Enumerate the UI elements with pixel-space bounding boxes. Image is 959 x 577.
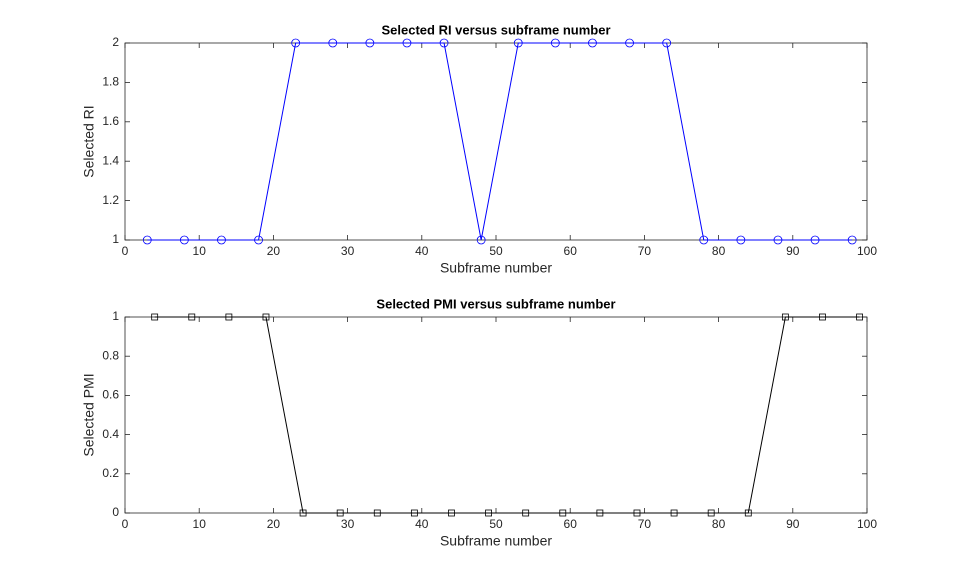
x-axis-label: Subframe number bbox=[440, 533, 552, 549]
data-marker bbox=[856, 313, 863, 321]
data-marker bbox=[625, 38, 634, 48]
x-tick-label: 0 bbox=[122, 517, 129, 531]
y-tick-label: 1 bbox=[112, 232, 119, 246]
data-marker bbox=[588, 38, 597, 48]
data-marker bbox=[188, 313, 196, 321]
x-tick-label: 0 bbox=[122, 244, 129, 258]
data-marker bbox=[513, 38, 523, 48]
x-tick-label: 50 bbox=[489, 517, 503, 531]
data-marker bbox=[633, 509, 641, 517]
axes-box bbox=[124, 316, 868, 514]
data-marker bbox=[550, 38, 560, 48]
y-tick-label: 2 bbox=[112, 35, 119, 49]
data-marker bbox=[670, 509, 678, 517]
data-marker bbox=[522, 509, 530, 517]
y-axis-label: Selected RI bbox=[81, 105, 97, 177]
x-tick-label: 10 bbox=[193, 244, 207, 258]
data-marker bbox=[448, 509, 455, 517]
data-marker bbox=[336, 509, 344, 517]
data-marker bbox=[736, 235, 746, 245]
data-marker bbox=[485, 509, 492, 517]
y-tick-label: 1.4 bbox=[102, 153, 119, 167]
data-marker bbox=[254, 235, 263, 245]
x-tick-label: 40 bbox=[415, 244, 429, 258]
data-marker bbox=[365, 38, 375, 48]
x-tick-label: 60 bbox=[564, 244, 578, 258]
x-tick-label: 50 bbox=[489, 244, 503, 258]
data-marker bbox=[847, 235, 857, 245]
y-tick-label: 0.2 bbox=[102, 466, 119, 480]
data-line bbox=[147, 42, 853, 241]
data-marker bbox=[262, 313, 270, 321]
data-marker bbox=[291, 38, 301, 48]
x-tick-label: 90 bbox=[786, 517, 800, 531]
y-tick-label: 0 bbox=[112, 505, 119, 519]
x-tick-label: 10 bbox=[193, 517, 207, 531]
chart-title: Selected RI versus subframe number bbox=[381, 22, 610, 37]
data-marker bbox=[559, 509, 567, 517]
x-tick-label: 40 bbox=[415, 517, 429, 531]
data-marker bbox=[596, 509, 604, 517]
x-tick-label: 20 bbox=[267, 517, 281, 531]
x-axis-label: Subframe number bbox=[440, 260, 552, 276]
y-axis-label: Selected PMI bbox=[81, 373, 97, 456]
x-tick-label: 80 bbox=[712, 517, 726, 531]
data-marker bbox=[662, 38, 672, 48]
axes-box bbox=[124, 42, 868, 241]
data-marker bbox=[151, 313, 159, 321]
data-marker bbox=[179, 235, 189, 245]
y-tick-label: 1.2 bbox=[102, 193, 119, 207]
y-tick-label: 1.8 bbox=[102, 75, 119, 89]
data-marker bbox=[373, 509, 381, 517]
data-marker bbox=[810, 235, 820, 245]
y-tick-label: 1.6 bbox=[102, 114, 119, 128]
x-tick-label: 80 bbox=[712, 244, 726, 258]
x-tick-label: 70 bbox=[638, 244, 652, 258]
y-tick-label: 0.8 bbox=[102, 348, 119, 362]
data-marker bbox=[773, 235, 783, 245]
data-marker bbox=[217, 235, 226, 245]
x-tick-label: 60 bbox=[564, 517, 578, 531]
data-line bbox=[154, 316, 860, 514]
data-marker bbox=[699, 235, 709, 245]
x-tick-label: 30 bbox=[341, 517, 355, 531]
data-marker bbox=[744, 509, 752, 517]
x-tick-label: 20 bbox=[267, 244, 281, 258]
data-marker bbox=[476, 235, 486, 245]
data-marker bbox=[225, 313, 233, 321]
x-tick-label: 100 bbox=[857, 517, 877, 531]
data-marker bbox=[402, 38, 412, 48]
data-marker bbox=[299, 509, 307, 517]
data-marker bbox=[707, 509, 715, 517]
y-tick-label: 0.6 bbox=[102, 388, 119, 402]
x-tick-label: 100 bbox=[857, 244, 877, 258]
y-tick-label: 0.4 bbox=[102, 427, 119, 441]
data-marker bbox=[819, 313, 826, 321]
x-tick-label: 70 bbox=[638, 517, 652, 531]
x-tick-label: 90 bbox=[786, 244, 800, 258]
y-tick-label: 1 bbox=[112, 309, 119, 323]
data-marker bbox=[439, 38, 449, 48]
data-marker bbox=[328, 38, 338, 48]
data-marker bbox=[142, 235, 152, 245]
data-marker bbox=[410, 509, 418, 517]
chart-title: Selected PMI versus subframe number bbox=[376, 296, 615, 311]
x-tick-label: 30 bbox=[341, 244, 355, 258]
data-marker bbox=[781, 313, 789, 321]
